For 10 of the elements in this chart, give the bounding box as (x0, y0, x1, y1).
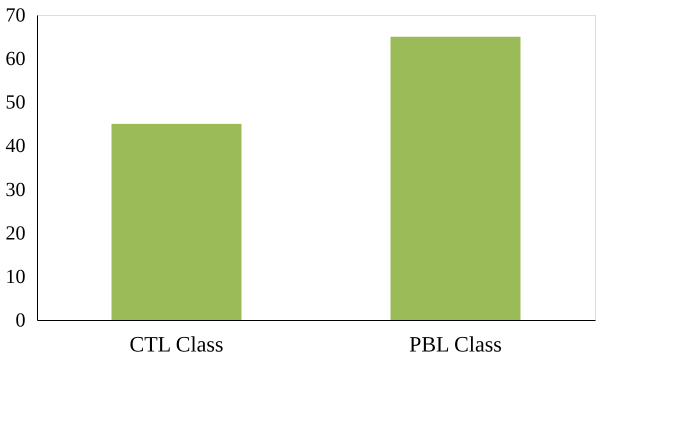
y-tick-label: 70 (6, 4, 26, 26)
y-tick-label: 10 (6, 266, 26, 288)
x-tick-label: CTL Class (130, 332, 224, 356)
y-tick-label: 40 (6, 135, 26, 158)
y-tick-label: 20 (6, 222, 26, 244)
y-tick-label: 0 (16, 310, 26, 332)
y-tick-label: 50 (6, 92, 26, 114)
x-tick-label: PBL Class (409, 332, 502, 356)
y-tick-label: 60 (6, 48, 26, 70)
y-tick-label: 30 (6, 178, 26, 201)
